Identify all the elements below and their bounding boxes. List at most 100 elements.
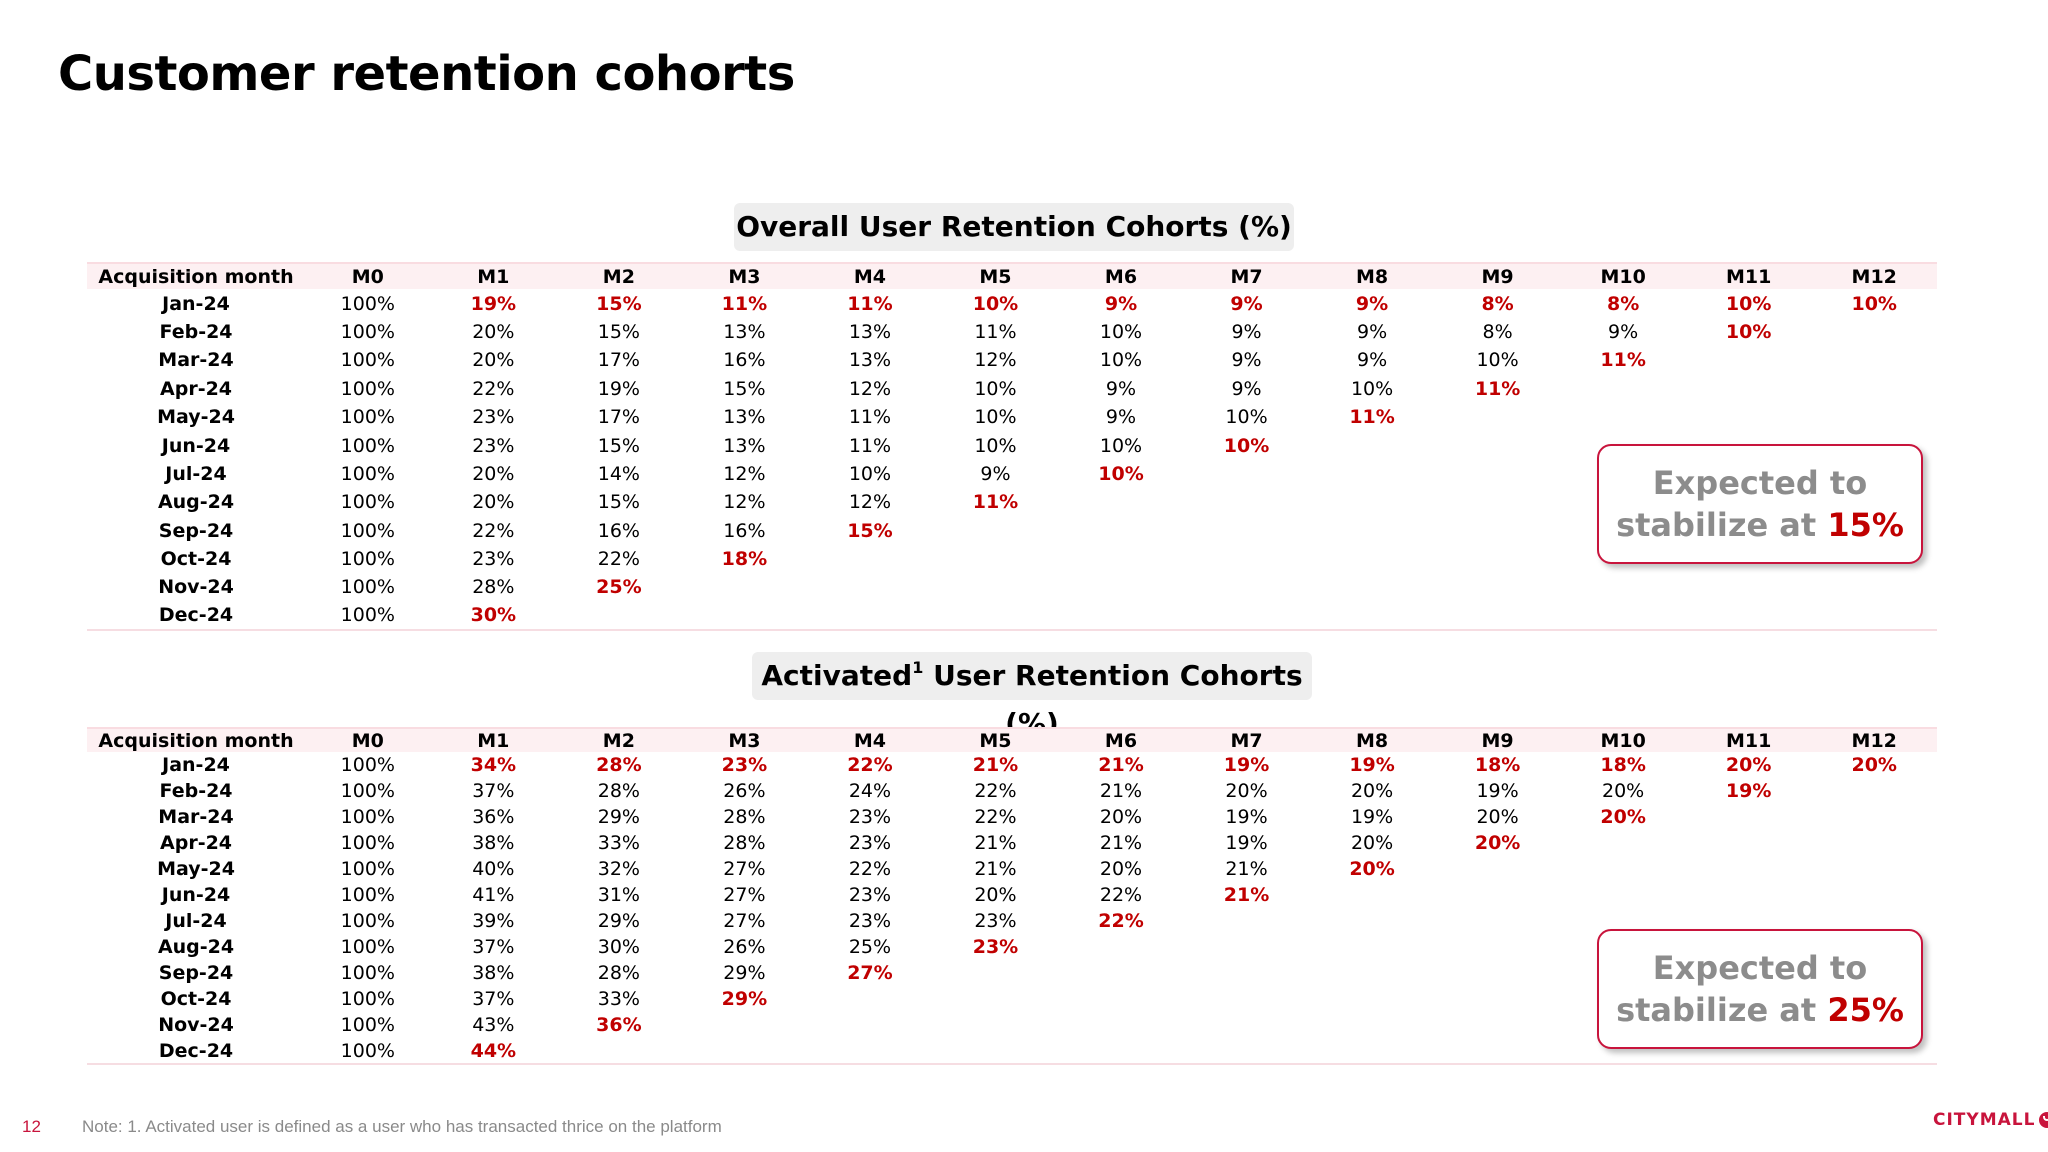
retention-cell: 18% <box>1600 754 1646 776</box>
empty-cell <box>1309 1038 1435 1064</box>
retention-cell: 13% <box>723 320 766 343</box>
retention-cell: 10% <box>1851 292 1897 315</box>
retention-cell: 22% <box>847 754 893 776</box>
acquisition-month-cell: Apr-24 <box>160 377 233 400</box>
acquisition-month-cell: Jul-24 <box>165 910 227 932</box>
retention-cell: 22% <box>974 780 1017 802</box>
retention-cell: 10% <box>1350 377 1394 400</box>
retention-cell: 19% <box>1225 806 1268 828</box>
logo-text: CITYMALL <box>1933 1110 2036 1130</box>
retention-cell: 100% <box>340 519 395 542</box>
retention-cell: 18% <box>721 548 768 571</box>
retention-cell: 11% <box>974 320 1017 343</box>
retention-cell: 9% <box>1231 349 1262 372</box>
retention-cell: 8% <box>1481 292 1514 315</box>
retention-cell: 22% <box>472 519 515 542</box>
retention-cell: 19% <box>597 377 640 400</box>
table-row: Aug-24 100% 37% 30% 26% 25% 23% <box>87 934 1937 960</box>
retention-cell: 23% <box>472 406 515 429</box>
retention-cell: 100% <box>340 434 395 457</box>
empty-cell <box>1184 517 1310 545</box>
column-header-month: Acquisition month <box>98 265 294 288</box>
empty-cell <box>1686 804 1812 830</box>
retention-cell: 23% <box>972 936 1019 958</box>
table-row: Feb-24 100% 20% 15% 13% 13% 11% 10% 9% 9% 8% 9% 10% <box>87 318 1937 346</box>
column-header-m9: M9 <box>1481 265 1514 288</box>
retention-cell: 100% <box>340 988 395 1010</box>
retention-cell: 28% <box>723 832 766 854</box>
retention-cell: 13% <box>723 434 766 457</box>
retention-cell: 10% <box>1225 406 1268 429</box>
callout-line-2: stabilize at 15% <box>1616 504 1904 546</box>
empty-cell <box>1435 856 1561 882</box>
empty-cell <box>933 517 1059 545</box>
acquisition-month-cell: Jun-24 <box>161 434 231 457</box>
retention-cell: 28% <box>723 806 766 828</box>
empty-cell <box>682 602 808 630</box>
callout-prefix: stabilize at <box>1616 506 1817 544</box>
retention-cell: 22% <box>597 548 640 571</box>
table-row: Jan-24 100% 19% 15% 11% 11% 10% 9% 9% 9% 8% 8% 10% 10… <box>87 289 1937 317</box>
table-row: Mar-24 100% 20% 17% 16% 13% 12% 10% 9% 9% 10% 11% <box>87 346 1937 374</box>
acquisition-month-cell: Nov-24 <box>158 576 234 599</box>
retention-cell: 28% <box>472 576 515 599</box>
retention-cell: 10% <box>1476 349 1519 372</box>
retention-cell: 16% <box>723 519 766 542</box>
table-row: Dec-24 100% 30% <box>87 602 1937 630</box>
acquisition-month-cell: Dec-24 <box>158 604 234 627</box>
retention-cell: 19% <box>1476 780 1519 802</box>
retention-cell: 8% <box>1606 292 1640 315</box>
column-header-m2: M2 <box>602 265 635 288</box>
retention-cell: 10% <box>1099 349 1143 372</box>
retention-cell: 19% <box>1725 780 1772 802</box>
retention-cell: 100% <box>340 1039 395 1062</box>
retention-cell: 16% <box>723 349 766 372</box>
empty-cell <box>1058 1038 1184 1064</box>
retention-cell: 12% <box>848 377 892 400</box>
retention-cell: 100% <box>340 604 395 627</box>
empty-cell <box>1811 804 1937 830</box>
retention-cell: 10% <box>972 292 1019 315</box>
callout-line-2: stabilize at 25% <box>1616 989 1904 1031</box>
retention-cell: 21% <box>1223 884 1270 906</box>
callout-line-1: Expected to <box>1652 464 1868 502</box>
retention-cell: 24% <box>848 780 892 802</box>
empty-cell <box>1435 602 1561 630</box>
empty-cell <box>1811 778 1937 804</box>
retention-cell: 20% <box>472 462 515 485</box>
table-row: Jun-24 100% 41% 31% 27% 23% 20% 22% 21% <box>87 882 1937 908</box>
empty-cell <box>933 602 1059 630</box>
retention-cell: 15% <box>847 519 893 542</box>
empty-cell <box>1058 986 1184 1012</box>
retention-cell: 100% <box>340 491 395 514</box>
retention-cell: 17% <box>597 406 640 429</box>
retention-cell: 9% <box>1608 320 1639 343</box>
retention-cell: 30% <box>470 604 517 627</box>
retention-cell: 100% <box>340 806 395 828</box>
retention-cell: 20% <box>1851 754 1897 776</box>
column-header-m7: M7 <box>1230 729 1263 752</box>
column-header-m3: M3 <box>728 265 761 288</box>
empty-cell <box>1309 431 1435 459</box>
retention-cell: 10% <box>1725 320 1772 343</box>
retention-cell: 20% <box>472 349 515 372</box>
retention-cell: 11% <box>1474 377 1521 400</box>
empty-cell <box>1686 375 1812 403</box>
retention-cell: 37% <box>472 988 515 1010</box>
empty-cell <box>1811 573 1937 601</box>
retention-cell: 19% <box>1350 806 1394 828</box>
empty-cell <box>682 1038 808 1064</box>
table-row: Apr-24 100% 38% 33% 28% 23% 21% 21% 19% 20% 20% <box>87 830 1937 856</box>
empty-cell <box>1686 403 1812 431</box>
page-number: 12 <box>22 1117 41 1136</box>
retention-cell: 100% <box>340 936 395 958</box>
empty-cell <box>1435 1038 1561 1064</box>
empty-cell <box>1309 986 1435 1012</box>
retention-cell: 19% <box>470 292 517 315</box>
retention-cell: 34% <box>470 754 517 776</box>
acquisition-month-cell: Jul-24 <box>165 462 227 485</box>
empty-cell <box>1184 934 1310 960</box>
empty-cell <box>1309 602 1435 630</box>
retention-cell: 12% <box>848 491 892 514</box>
retention-cell: 12% <box>723 462 766 485</box>
